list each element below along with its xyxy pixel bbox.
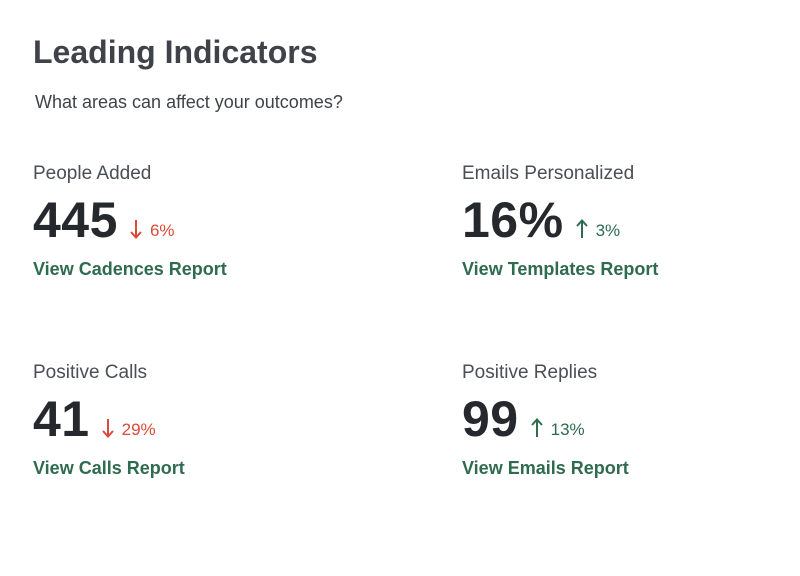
view-templates-report-link[interactable]: View Templates Report bbox=[462, 259, 659, 279]
metric-change-percent: 29% bbox=[121, 420, 156, 439]
metric-emails-personalized: Emails Personalized 16% 3% View Template… bbox=[462, 163, 782, 280]
metric-value: 445 bbox=[33, 192, 118, 248]
panel-subtitle: What areas can affect your outcomes? bbox=[35, 92, 343, 112]
metric-value-row: 41 29% bbox=[33, 392, 353, 446]
metric-change-percent: 6% bbox=[149, 221, 175, 240]
arrow-up-icon bbox=[530, 418, 543, 437]
metric-positive-replies: Positive Replies 99 13% View Emails Repo… bbox=[462, 362, 782, 479]
metric-positive-calls: Positive Calls 41 29% View Calls Report bbox=[33, 362, 353, 479]
metric-change: 13% bbox=[530, 416, 585, 440]
metric-label: Positive Replies bbox=[462, 362, 598, 383]
view-cadences-report-link[interactable]: View Cadences Report bbox=[33, 259, 227, 279]
metric-change-percent: 13% bbox=[550, 420, 585, 439]
metric-value-row: 99 13% bbox=[462, 392, 782, 446]
arrow-down-icon bbox=[101, 419, 114, 438]
metric-label: People Added bbox=[33, 163, 152, 184]
metric-change: 3% bbox=[575, 217, 621, 241]
metric-value-row: 445 6% bbox=[33, 193, 353, 247]
metric-value: 16% bbox=[462, 192, 564, 248]
metric-people-added: People Added 445 6% View Cadences Report bbox=[33, 163, 353, 280]
arrow-up-icon bbox=[575, 219, 588, 238]
metric-value: 99 bbox=[462, 391, 519, 447]
metric-value-row: 16% 3% bbox=[462, 193, 782, 247]
arrow-down-icon bbox=[130, 220, 142, 239]
metric-change: 29% bbox=[101, 416, 156, 440]
view-calls-report-link[interactable]: View Calls Report bbox=[33, 458, 185, 478]
metric-change-percent: 3% bbox=[595, 221, 621, 240]
view-emails-report-link[interactable]: View Emails Report bbox=[462, 458, 629, 478]
panel-title: Leading Indicators bbox=[33, 34, 318, 70]
metric-value: 41 bbox=[33, 391, 90, 447]
metric-label: Positive Calls bbox=[33, 362, 148, 383]
metric-change: 6% bbox=[129, 217, 175, 241]
metric-label: Emails Personalized bbox=[462, 163, 635, 184]
